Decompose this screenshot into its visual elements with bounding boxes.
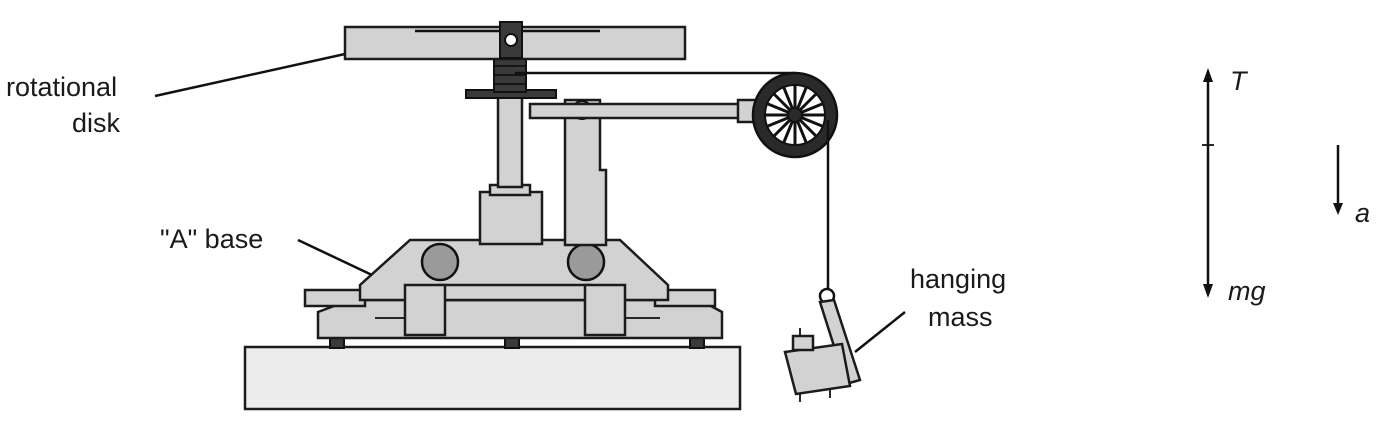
- label-hanging-mass-line2: mass: [928, 302, 993, 332]
- hanging-mass: [783, 287, 862, 402]
- weight-arrowhead: [1203, 284, 1213, 298]
- symbol-tension: T: [1230, 66, 1249, 96]
- leader-rotational-disk: [154, 52, 346, 98]
- central-column: [465, 57, 557, 246]
- acceleration-arrowhead: [1333, 203, 1343, 215]
- rotational-disk: [343, 21, 687, 61]
- leader-hanging-mass: [854, 311, 906, 353]
- pulley-wheel: [751, 71, 839, 159]
- bench-block: [243, 345, 742, 411]
- leader-a-base: [297, 238, 373, 277]
- label-rotational-disk-line2: disk: [72, 108, 121, 138]
- free-body-diagram: [1202, 68, 1343, 298]
- pulley-post: [528, 98, 770, 247]
- tension-arrowhead: [1203, 68, 1213, 82]
- pulley-arm: [528, 102, 742, 120]
- symbol-weight: mg: [1228, 276, 1266, 306]
- label-rotational-disk-line1: rotational: [6, 72, 117, 102]
- a-base: [303, 238, 724, 340]
- symbol-acceleration: a: [1355, 198, 1370, 228]
- base-knob-right: [566, 242, 606, 282]
- base-knob-left: [420, 242, 460, 282]
- label-a-base: "A" base: [160, 224, 263, 254]
- label-hanging-mass-line1: hanging: [910, 264, 1006, 294]
